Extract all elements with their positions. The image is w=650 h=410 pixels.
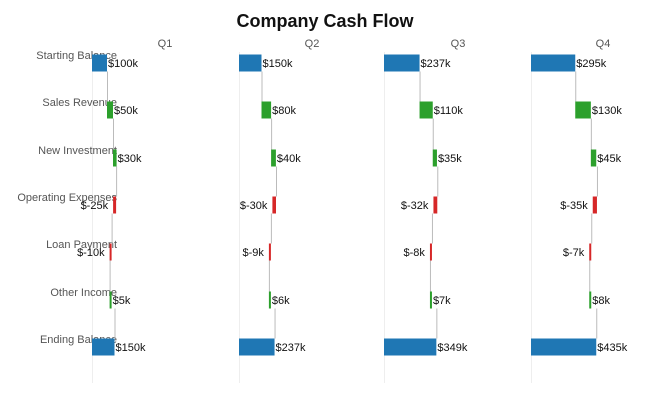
data-label: $7k — [433, 295, 451, 307]
data-label: $150k — [116, 342, 146, 354]
data-label: $-32k — [401, 200, 429, 212]
category-label: Sales Revenue — [42, 97, 117, 109]
waterfall-bar — [107, 101, 113, 119]
data-label: $237k — [276, 342, 306, 354]
data-label: $45k — [597, 153, 621, 165]
data-label: $35k — [438, 153, 462, 165]
data-label: $5k — [113, 295, 131, 307]
waterfall-bar — [272, 196, 276, 214]
data-label: $-10k — [77, 247, 105, 259]
waterfall-bar — [429, 243, 432, 261]
data-label: $150k — [263, 58, 293, 70]
data-label: $-30k — [240, 200, 268, 212]
waterfall-bar — [531, 338, 597, 356]
data-label: $-25k — [81, 200, 109, 212]
waterfall-bar — [239, 338, 275, 356]
waterfall-bar — [113, 196, 117, 214]
data-label: $100k — [108, 58, 138, 70]
data-label: $110k — [434, 105, 464, 117]
data-label: $8k — [592, 295, 610, 307]
waterfall-bar — [432, 149, 437, 167]
waterfall-bar — [109, 291, 112, 309]
data-label: $237k — [421, 58, 451, 70]
data-label: $40k — [277, 153, 301, 165]
waterfall-bar — [433, 196, 438, 214]
data-label: $-35k — [560, 200, 588, 212]
data-label: $-7k — [563, 247, 585, 259]
waterfall-bar — [575, 101, 591, 119]
waterfall-bar — [590, 149, 597, 167]
quarter-label: Q2 — [305, 38, 320, 50]
chart-title: Company Cash Flow — [236, 11, 414, 31]
data-label: $435k — [597, 342, 627, 354]
waterfall-bar — [429, 291, 432, 309]
data-label: $-9k — [242, 247, 264, 259]
waterfall-bar — [113, 149, 117, 167]
waterfall-bar — [268, 291, 271, 309]
quarter-label: Q3 — [451, 38, 466, 50]
waterfall-bar — [261, 101, 272, 119]
waterfall-bar — [109, 243, 112, 261]
quarter-label: Q1 — [158, 38, 173, 50]
waterfall-bar — [92, 338, 115, 356]
waterfall-bar — [271, 149, 276, 167]
data-label: $-8k — [404, 247, 426, 259]
data-label: $130k — [592, 105, 622, 117]
waterfall-bar — [531, 54, 576, 72]
data-label: $295k — [576, 58, 606, 70]
waterfall-bar — [268, 243, 271, 261]
data-label: $30k — [118, 153, 142, 165]
waterfall-bar — [419, 101, 433, 119]
category-label: Operating Expenses — [17, 192, 117, 204]
quarter-label: Q4 — [596, 38, 611, 50]
waterfall-bar — [384, 54, 420, 72]
data-label: $50k — [114, 105, 138, 117]
data-label: $80k — [272, 105, 296, 117]
waterfall-bar — [384, 338, 437, 356]
category-label: Loan Payment — [46, 239, 117, 251]
waterfall-bar — [592, 196, 597, 214]
waterfall-bar — [92, 54, 107, 72]
waterfall-bar — [589, 291, 592, 309]
category-label: Other Income — [50, 287, 117, 299]
data-label: $6k — [272, 295, 290, 307]
waterfall-bar — [239, 54, 262, 72]
data-label: $349k — [437, 342, 467, 354]
waterfall-bar — [589, 243, 592, 261]
category-label: New Investment — [38, 145, 117, 157]
